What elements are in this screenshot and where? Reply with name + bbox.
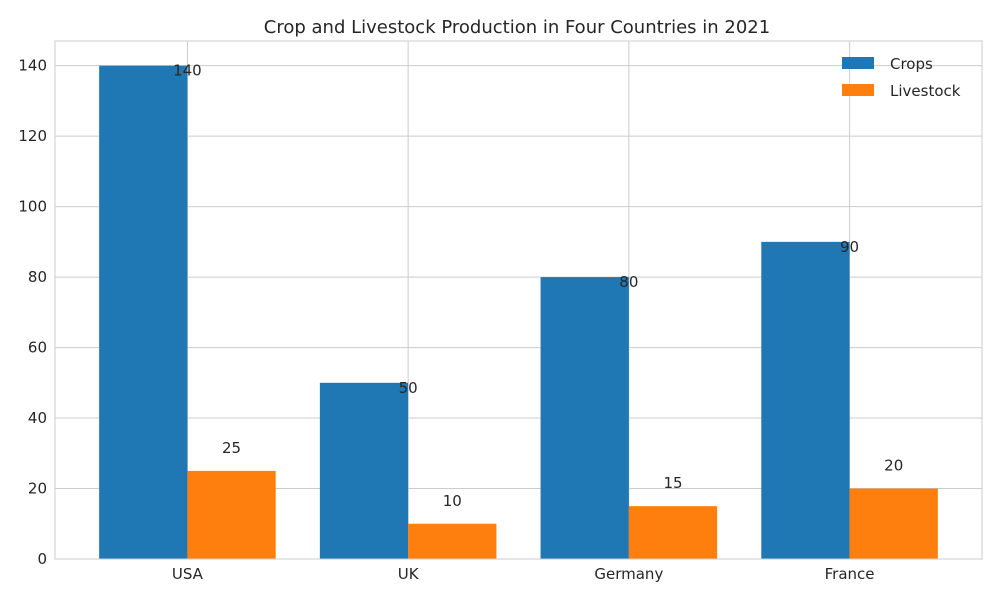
data-label: 80 — [619, 273, 638, 291]
x-tick-label: France — [825, 565, 875, 583]
legend-swatch-crops — [842, 57, 874, 69]
data-label: 15 — [663, 474, 682, 492]
x-axis-ticks: USA UK Germany France — [172, 565, 875, 583]
bar-livestock-germany — [628, 506, 718, 559]
y-tick-label: 80 — [28, 268, 47, 286]
y-tick-label: 40 — [28, 409, 47, 427]
data-label: 10 — [443, 492, 462, 510]
x-tick-label: UK — [398, 565, 420, 583]
y-tick-label: 120 — [18, 127, 47, 145]
x-tick-label: Germany — [594, 565, 663, 583]
chart-title: Crop and Livestock Production in Four Co… — [264, 17, 770, 38]
bar-livestock-usa — [187, 470, 276, 559]
y-tick-label: 100 — [18, 198, 47, 216]
y-tick-label: 140 — [18, 57, 47, 75]
y-tick-label: 0 — [37, 550, 47, 568]
bar-livestock-uk — [408, 523, 497, 559]
bars — [99, 65, 938, 560]
data-label: 50 — [399, 379, 418, 397]
y-tick-label: 20 — [28, 480, 47, 498]
legend-label-crops: Crops — [890, 55, 933, 73]
legend-label-livestock: Livestock — [890, 82, 961, 100]
bar-crops-uk — [319, 382, 409, 559]
x-tick-label: USA — [172, 565, 204, 583]
data-label: 90 — [840, 238, 859, 256]
bar-crops-france — [761, 241, 850, 559]
data-label: 140 — [173, 62, 202, 80]
legend: Crops Livestock — [842, 55, 961, 100]
bar-crops-usa — [99, 65, 188, 560]
data-label: 25 — [222, 439, 241, 457]
y-tick-label: 60 — [28, 339, 47, 357]
data-labels: 140 50 80 90 25 10 15 20 — [173, 62, 903, 510]
data-label: 20 — [884, 457, 903, 475]
bar-livestock-france — [849, 488, 938, 559]
plot-frame — [54, 40, 983, 560]
bar-crops-germany — [540, 277, 629, 559]
y-axis-ticks: 0 20 40 60 80 100 120 140 — [18, 57, 47, 568]
legend-swatch-livestock — [842, 84, 874, 96]
